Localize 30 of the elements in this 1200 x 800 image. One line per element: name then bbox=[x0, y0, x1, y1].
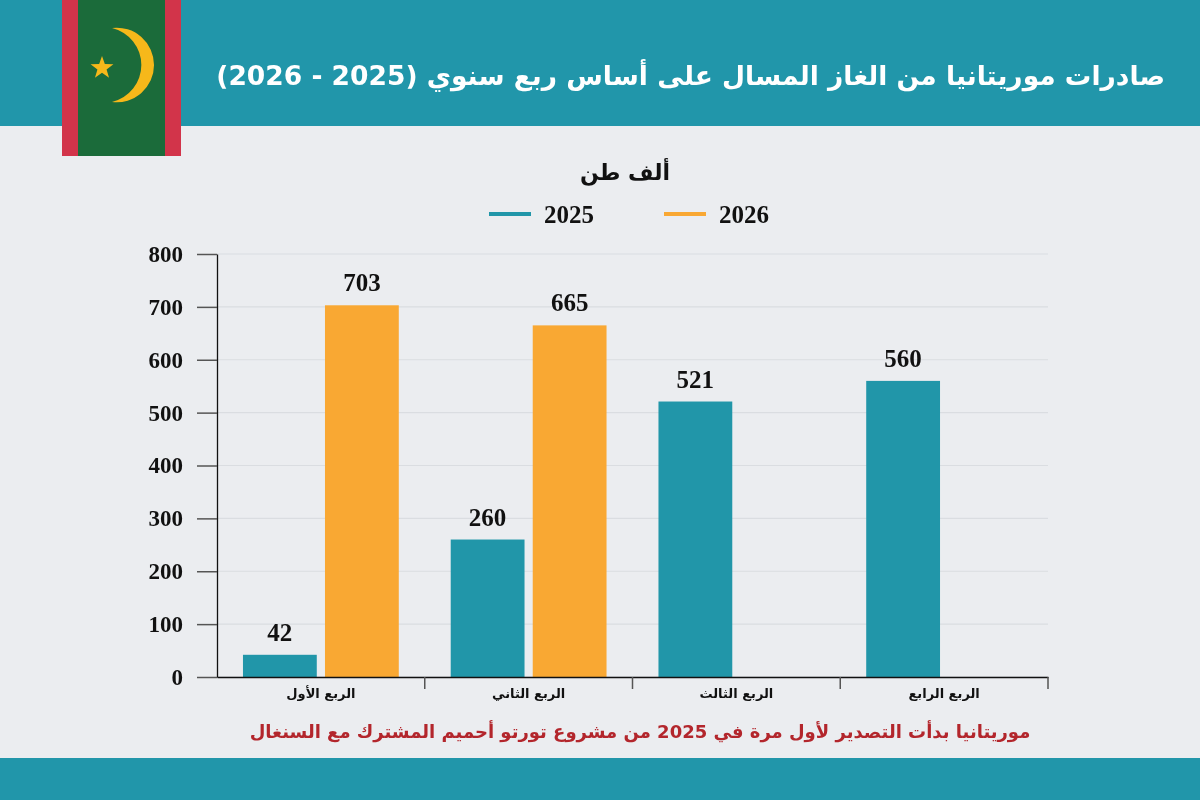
y-axis-title: ألف طن bbox=[579, 157, 671, 186]
y-tick-label: 500 bbox=[148, 400, 183, 426]
x-tick-label: الربع الأول bbox=[286, 685, 356, 702]
data-label: 665 bbox=[550, 289, 589, 317]
bar bbox=[866, 380, 941, 677]
legend-label: 2026 bbox=[719, 201, 769, 228]
bar bbox=[242, 654, 317, 677]
y-tick-label: 300 bbox=[148, 506, 183, 532]
x-tick-label: الربع الرابع bbox=[908, 686, 980, 702]
data-label: 42 bbox=[267, 618, 293, 646]
bar bbox=[450, 539, 525, 677]
y-tick-label: 700 bbox=[148, 294, 183, 320]
text: موريتانيا بدأت التصدير لأول مرة في 2025 من مشروع تورتو أحميم المشترك مع السنغال bbox=[249, 720, 1031, 743]
data-label: 703 bbox=[343, 269, 381, 297]
bar bbox=[324, 305, 399, 677]
y-tick-label: 100 bbox=[148, 611, 183, 637]
y-tick-label: 200 bbox=[148, 559, 183, 585]
x-tick-label: الربع الثالث bbox=[699, 686, 774, 702]
data-label: 260 bbox=[468, 503, 507, 531]
bar bbox=[532, 325, 607, 677]
y-tick-label: 800 bbox=[148, 241, 183, 267]
y-tick-label: 400 bbox=[148, 453, 183, 479]
y-tick-label: 600 bbox=[148, 347, 183, 373]
data-label: 560 bbox=[884, 344, 922, 372]
x-tick-label: الربع الثاني bbox=[491, 686, 566, 702]
bar bbox=[658, 401, 733, 677]
data-label: 521 bbox=[676, 365, 715, 393]
y-tick-label: 0 bbox=[171, 664, 183, 690]
legend-label: 2025 bbox=[544, 201, 594, 228]
chart-title: صادرات موريتانيا من الغاز المسال على أساس ربع سنوي (2025 - 2026) bbox=[216, 59, 1165, 92]
